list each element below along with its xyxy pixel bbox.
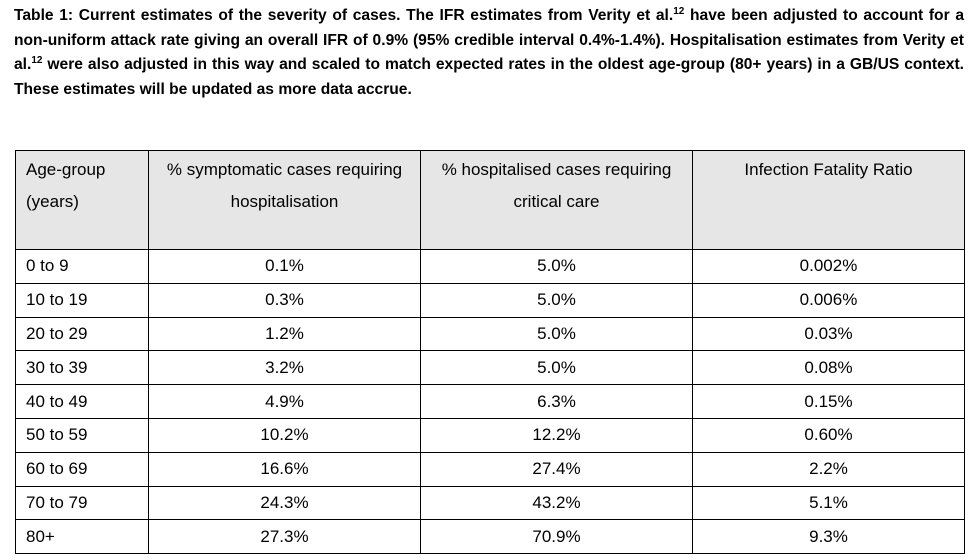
caption-text-part1: Table 1: Current estimates of the severi… xyxy=(14,7,674,24)
cell-ifr: 0.60% xyxy=(692,417,965,453)
table-body: 0 to 9 0.1% 5.0% 0.002% 10 to 19 0.3% 5.… xyxy=(15,249,965,555)
cell-age-group: 0 to 9 xyxy=(15,249,149,284)
cell-hospitalisation: 3.2% xyxy=(148,350,421,386)
cell-age-group: 30 to 39 xyxy=(15,350,149,386)
caption-reference-1: 12 xyxy=(673,5,685,17)
cell-hospitalisation: 0.1% xyxy=(148,249,421,284)
table-row: 40 to 49 4.9% 6.3% 0.15% xyxy=(15,384,965,419)
cell-critical-care: 70.9% xyxy=(420,519,693,555)
cell-ifr: 0.15% xyxy=(692,384,965,419)
severity-table: Age-group (years) % symptomatic cases re… xyxy=(15,150,965,555)
table-row: 60 to 69 16.6% 27.4% 2.2% xyxy=(15,451,965,487)
cell-hospitalisation: 10.2% xyxy=(148,417,421,453)
table-row: 0 to 9 0.1% 5.0% 0.002% xyxy=(15,249,965,284)
table-row: 10 to 19 0.3% 5.0% 0.006% xyxy=(15,282,965,318)
caption-text-part3: were also adjusted in this way and scale… xyxy=(14,56,964,98)
cell-critical-care: 6.3% xyxy=(420,384,693,419)
table-row: 50 to 59 10.2% 12.2% 0.60% xyxy=(15,417,965,453)
cell-hospitalisation: 27.3% xyxy=(148,519,421,555)
header-ifr: Infection Fatality Ratio xyxy=(692,150,965,250)
table-caption: Table 1: Current estimates of the severi… xyxy=(14,4,964,102)
cell-age-group: 10 to 19 xyxy=(15,282,149,318)
cell-age-group: 50 to 59 xyxy=(15,417,149,453)
cell-age-group: 40 to 49 xyxy=(15,384,149,419)
cell-ifr: 2.2% xyxy=(692,451,965,487)
cell-critical-care: 5.0% xyxy=(420,249,693,284)
cell-critical-care: 5.0% xyxy=(420,350,693,386)
header-hospitalisation: % symptomatic cases requiring hospitalis… xyxy=(148,150,421,250)
header-age-group: Age-group (years) xyxy=(15,150,149,250)
cell-critical-care: 5.0% xyxy=(420,282,693,318)
cell-ifr: 0.08% xyxy=(692,350,965,386)
cell-hospitalisation: 16.6% xyxy=(148,451,421,487)
table-row: 80+ 27.3% 70.9% 9.3% xyxy=(15,519,965,555)
cell-ifr: 0.002% xyxy=(692,249,965,284)
table-row: 30 to 39 3.2% 5.0% 0.08% xyxy=(15,350,965,386)
cell-hospitalisation: 4.9% xyxy=(148,384,421,419)
cell-hospitalisation: 1.2% xyxy=(148,316,421,352)
cell-critical-care: 12.2% xyxy=(420,417,693,453)
cell-critical-care: 27.4% xyxy=(420,451,693,487)
cell-ifr: 9.3% xyxy=(692,519,965,555)
cell-critical-care: 43.2% xyxy=(420,485,693,521)
cell-age-group: 80+ xyxy=(15,519,149,555)
cell-ifr: 0.006% xyxy=(692,282,965,318)
caption-text-part2: have been adjusted to account for a non-… xyxy=(14,7,964,73)
cell-age-group: 20 to 29 xyxy=(15,316,149,352)
table-row: 20 to 29 1.2% 5.0% 0.03% xyxy=(15,316,965,352)
cell-critical-care: 5.0% xyxy=(420,316,693,352)
cell-age-group: 60 to 69 xyxy=(15,451,149,487)
cell-age-group: 70 to 79 xyxy=(15,485,149,521)
cell-hospitalisation: 24.3% xyxy=(148,485,421,521)
caption-reference-2: 12 xyxy=(31,54,43,66)
cell-hospitalisation: 0.3% xyxy=(148,282,421,318)
table-row: 70 to 79 24.3% 43.2% 5.1% xyxy=(15,485,965,521)
cell-ifr: 5.1% xyxy=(692,485,965,521)
table-header: Age-group (years) % symptomatic cases re… xyxy=(15,150,965,250)
header-critical-care: % hospitalised cases requiring critical … xyxy=(420,150,693,250)
header-row: Age-group (years) % symptomatic cases re… xyxy=(15,150,965,250)
cell-ifr: 0.03% xyxy=(692,316,965,352)
